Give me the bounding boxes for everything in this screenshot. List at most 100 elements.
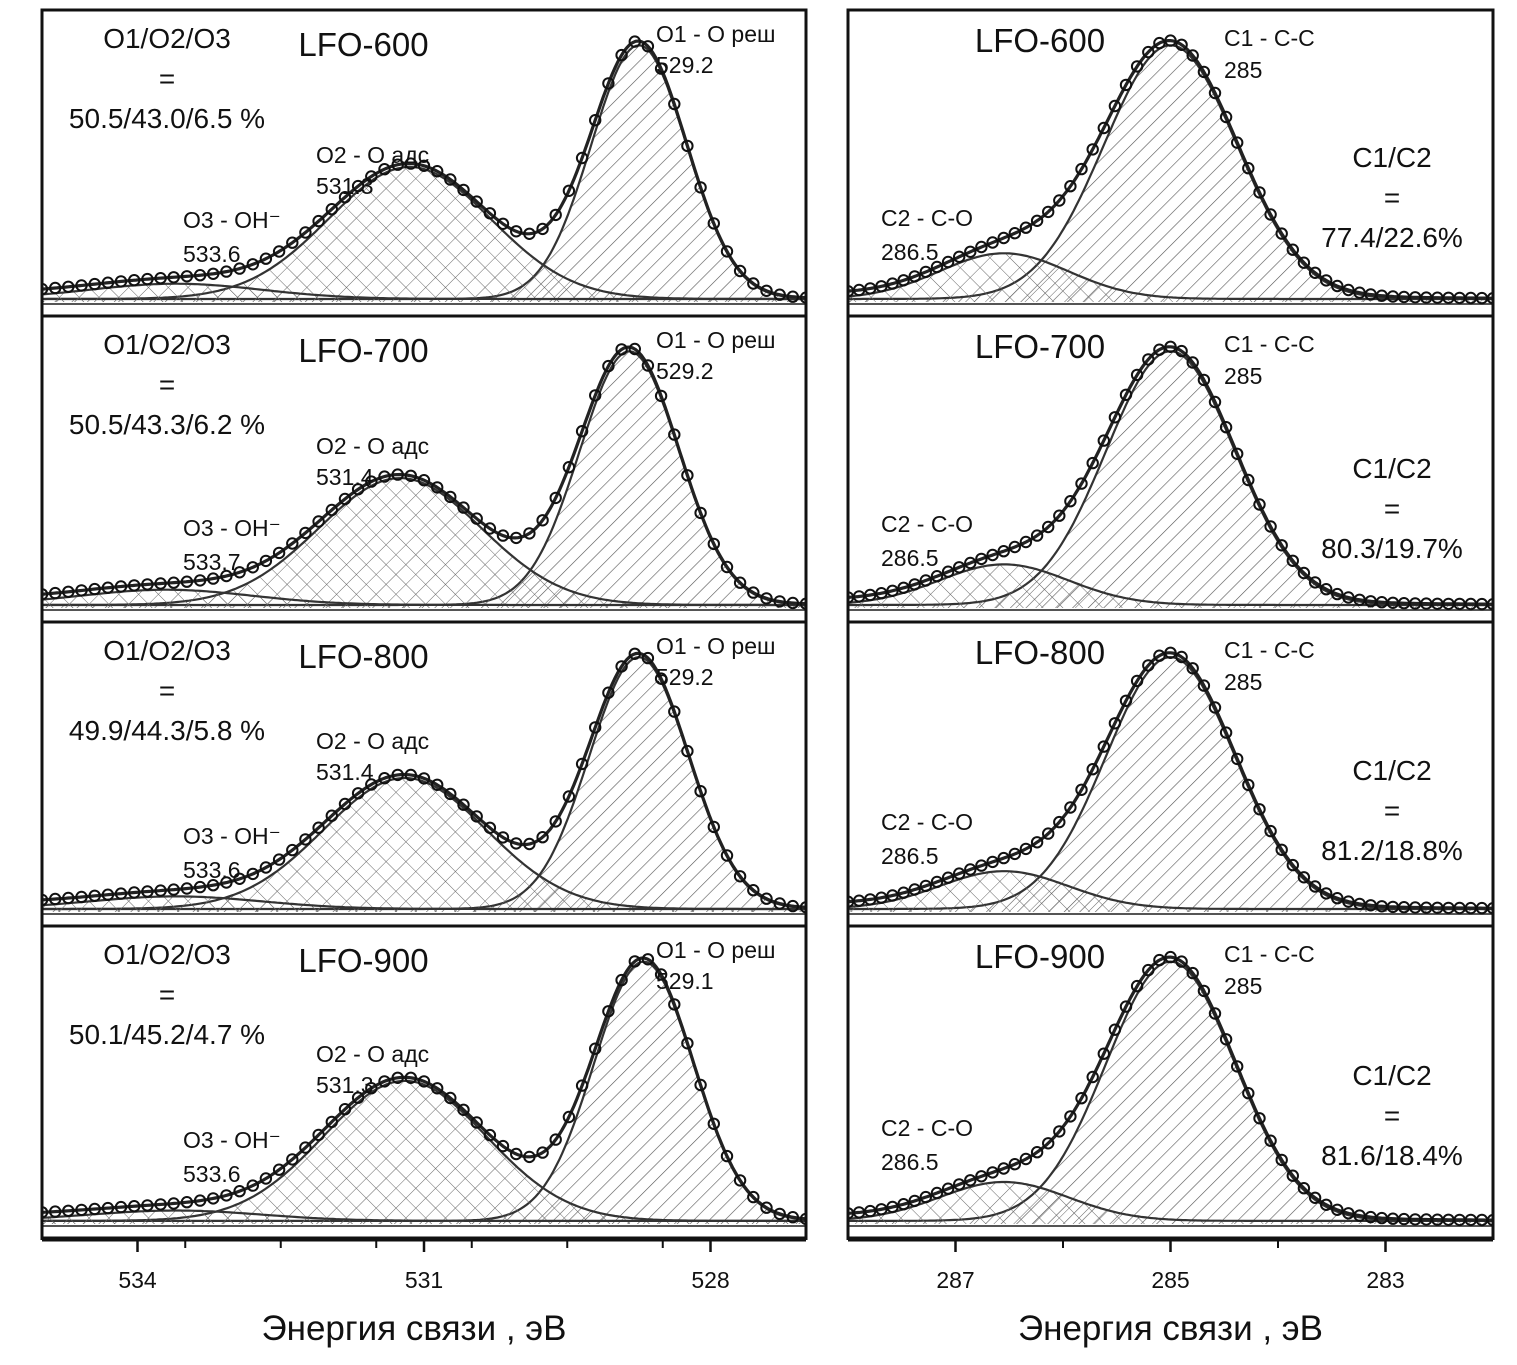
data-point-marker bbox=[510, 837, 523, 850]
data-point-marker bbox=[562, 790, 576, 803]
data-point-marker bbox=[42, 1206, 49, 1219]
data-point-marker bbox=[1164, 950, 1177, 964]
data-point-marker bbox=[128, 579, 141, 592]
data-point-marker bbox=[299, 833, 312, 846]
data-point-marker bbox=[75, 279, 88, 292]
data-point-marker bbox=[233, 1185, 246, 1198]
data-point-marker bbox=[286, 1153, 299, 1166]
data-point-marker bbox=[875, 1203, 888, 1216]
data-point-marker bbox=[1342, 1207, 1355, 1220]
data-point-marker bbox=[233, 262, 246, 275]
data-point-marker bbox=[681, 1037, 694, 1050]
data-point-marker bbox=[575, 425, 589, 438]
data-point-marker bbox=[312, 214, 325, 228]
data-point-marker bbox=[325, 203, 338, 216]
data-point-marker bbox=[141, 272, 154, 286]
panel-title-sample: LFO-700 bbox=[975, 328, 1105, 365]
data-point-marker bbox=[1130, 979, 1144, 993]
data-point-marker bbox=[1186, 49, 1199, 62]
component-fill-c1 bbox=[848, 657, 1493, 912]
data-point-marker bbox=[941, 255, 955, 269]
data-point-marker bbox=[431, 481, 444, 494]
data-point-marker bbox=[1219, 1033, 1233, 1046]
data-point-marker bbox=[1320, 1198, 1333, 1212]
data-point-marker bbox=[773, 897, 786, 910]
data-point-marker bbox=[1097, 434, 1111, 447]
data-point-marker bbox=[589, 1042, 602, 1055]
data-point-marker bbox=[88, 277, 101, 291]
data-point-marker bbox=[1297, 1182, 1311, 1195]
data-point-marker bbox=[404, 469, 417, 482]
data-point-marker bbox=[628, 647, 641, 660]
x-axis-c1s: 287 285 283 Энергия связи , эВ bbox=[846, 1238, 1495, 1348]
data-point-marker bbox=[180, 270, 194, 283]
data-point-marker bbox=[457, 1103, 470, 1117]
data-point-marker bbox=[628, 342, 641, 356]
data-point-marker bbox=[1119, 1000, 1133, 1013]
data-point-marker bbox=[1153, 36, 1166, 50]
data-point-marker bbox=[654, 389, 668, 403]
panel-o1s-lfo-900: LFO-900 O1/O2/O3 = 50.1/45.2/4.7 % O1 - O ре… bbox=[40, 924, 808, 1240]
data-point-marker bbox=[49, 281, 62, 295]
data-point-marker bbox=[167, 271, 180, 284]
data-point-marker bbox=[964, 556, 977, 570]
data-point-marker bbox=[1197, 984, 1211, 998]
data-point-marker bbox=[1308, 1191, 1322, 1205]
data-point-marker bbox=[1208, 701, 1222, 714]
data-point-marker bbox=[930, 875, 944, 889]
data-point-marker bbox=[404, 768, 417, 782]
data-point-marker bbox=[207, 267, 220, 280]
data-point-marker bbox=[88, 1202, 101, 1216]
data-point-marker bbox=[286, 537, 299, 550]
data-point-marker bbox=[351, 483, 365, 496]
panel-content bbox=[848, 950, 1493, 1227]
data-point-marker bbox=[975, 1170, 988, 1183]
data-point-marker bbox=[575, 1079, 589, 1092]
data-point-marker bbox=[207, 879, 220, 892]
data-point-marker bbox=[1097, 740, 1111, 753]
data-point-marker bbox=[88, 582, 101, 596]
data-point-marker bbox=[272, 245, 286, 258]
x-axis-title: Энергия связи , эВ bbox=[1018, 1309, 1323, 1348]
data-point-marker bbox=[707, 820, 720, 834]
data-point-marker bbox=[707, 217, 720, 230]
data-point-marker bbox=[1297, 871, 1311, 884]
data-point-marker bbox=[286, 236, 299, 249]
data-point-marker bbox=[536, 831, 549, 844]
data-point-marker bbox=[1331, 892, 1344, 905]
data-point-marker bbox=[1042, 205, 1055, 219]
x-tick-label: 283 bbox=[1366, 1267, 1404, 1293]
component-fill-o1 bbox=[42, 961, 806, 1224]
panel-title-sample: LFO-700 bbox=[298, 332, 428, 369]
data-point-marker bbox=[193, 269, 207, 282]
label-o2-name: O2 - O адс bbox=[316, 142, 429, 168]
plot-area: LFO-600 O1/O2/O3 = 50.5/43.0/6.5 % O1 - O ре… bbox=[40, 8, 1495, 1348]
data-point-marker bbox=[417, 474, 431, 487]
data-point-marker bbox=[760, 592, 773, 605]
data-point-marker bbox=[747, 277, 760, 290]
data-point-marker bbox=[338, 797, 352, 811]
data-point-marker bbox=[523, 527, 536, 540]
panel-frame bbox=[846, 924, 1495, 1240]
data-point-marker bbox=[760, 1201, 773, 1214]
data-point-marker bbox=[49, 892, 62, 906]
data-point-marker bbox=[470, 512, 483, 525]
data-point-marker bbox=[510, 225, 523, 238]
data-point-marker bbox=[1275, 539, 1288, 552]
data-point-marker bbox=[365, 170, 378, 183]
data-point-marker bbox=[75, 1203, 88, 1217]
data-point-marker bbox=[908, 1194, 921, 1208]
component-fill-o3 bbox=[42, 1210, 806, 1224]
data-point-marker bbox=[562, 184, 576, 198]
data-point-marker bbox=[986, 855, 999, 869]
data-point-marker bbox=[101, 888, 115, 901]
data-point-marker bbox=[1130, 674, 1144, 688]
data-point-marker bbox=[681, 139, 694, 153]
data-point-marker bbox=[1308, 576, 1322, 589]
data-point-marker bbox=[1008, 847, 1021, 861]
data-point-marker bbox=[602, 77, 615, 90]
data-point-marker bbox=[299, 526, 312, 540]
data-point-marker bbox=[1253, 803, 1266, 816]
data-point-marker bbox=[378, 1075, 391, 1088]
